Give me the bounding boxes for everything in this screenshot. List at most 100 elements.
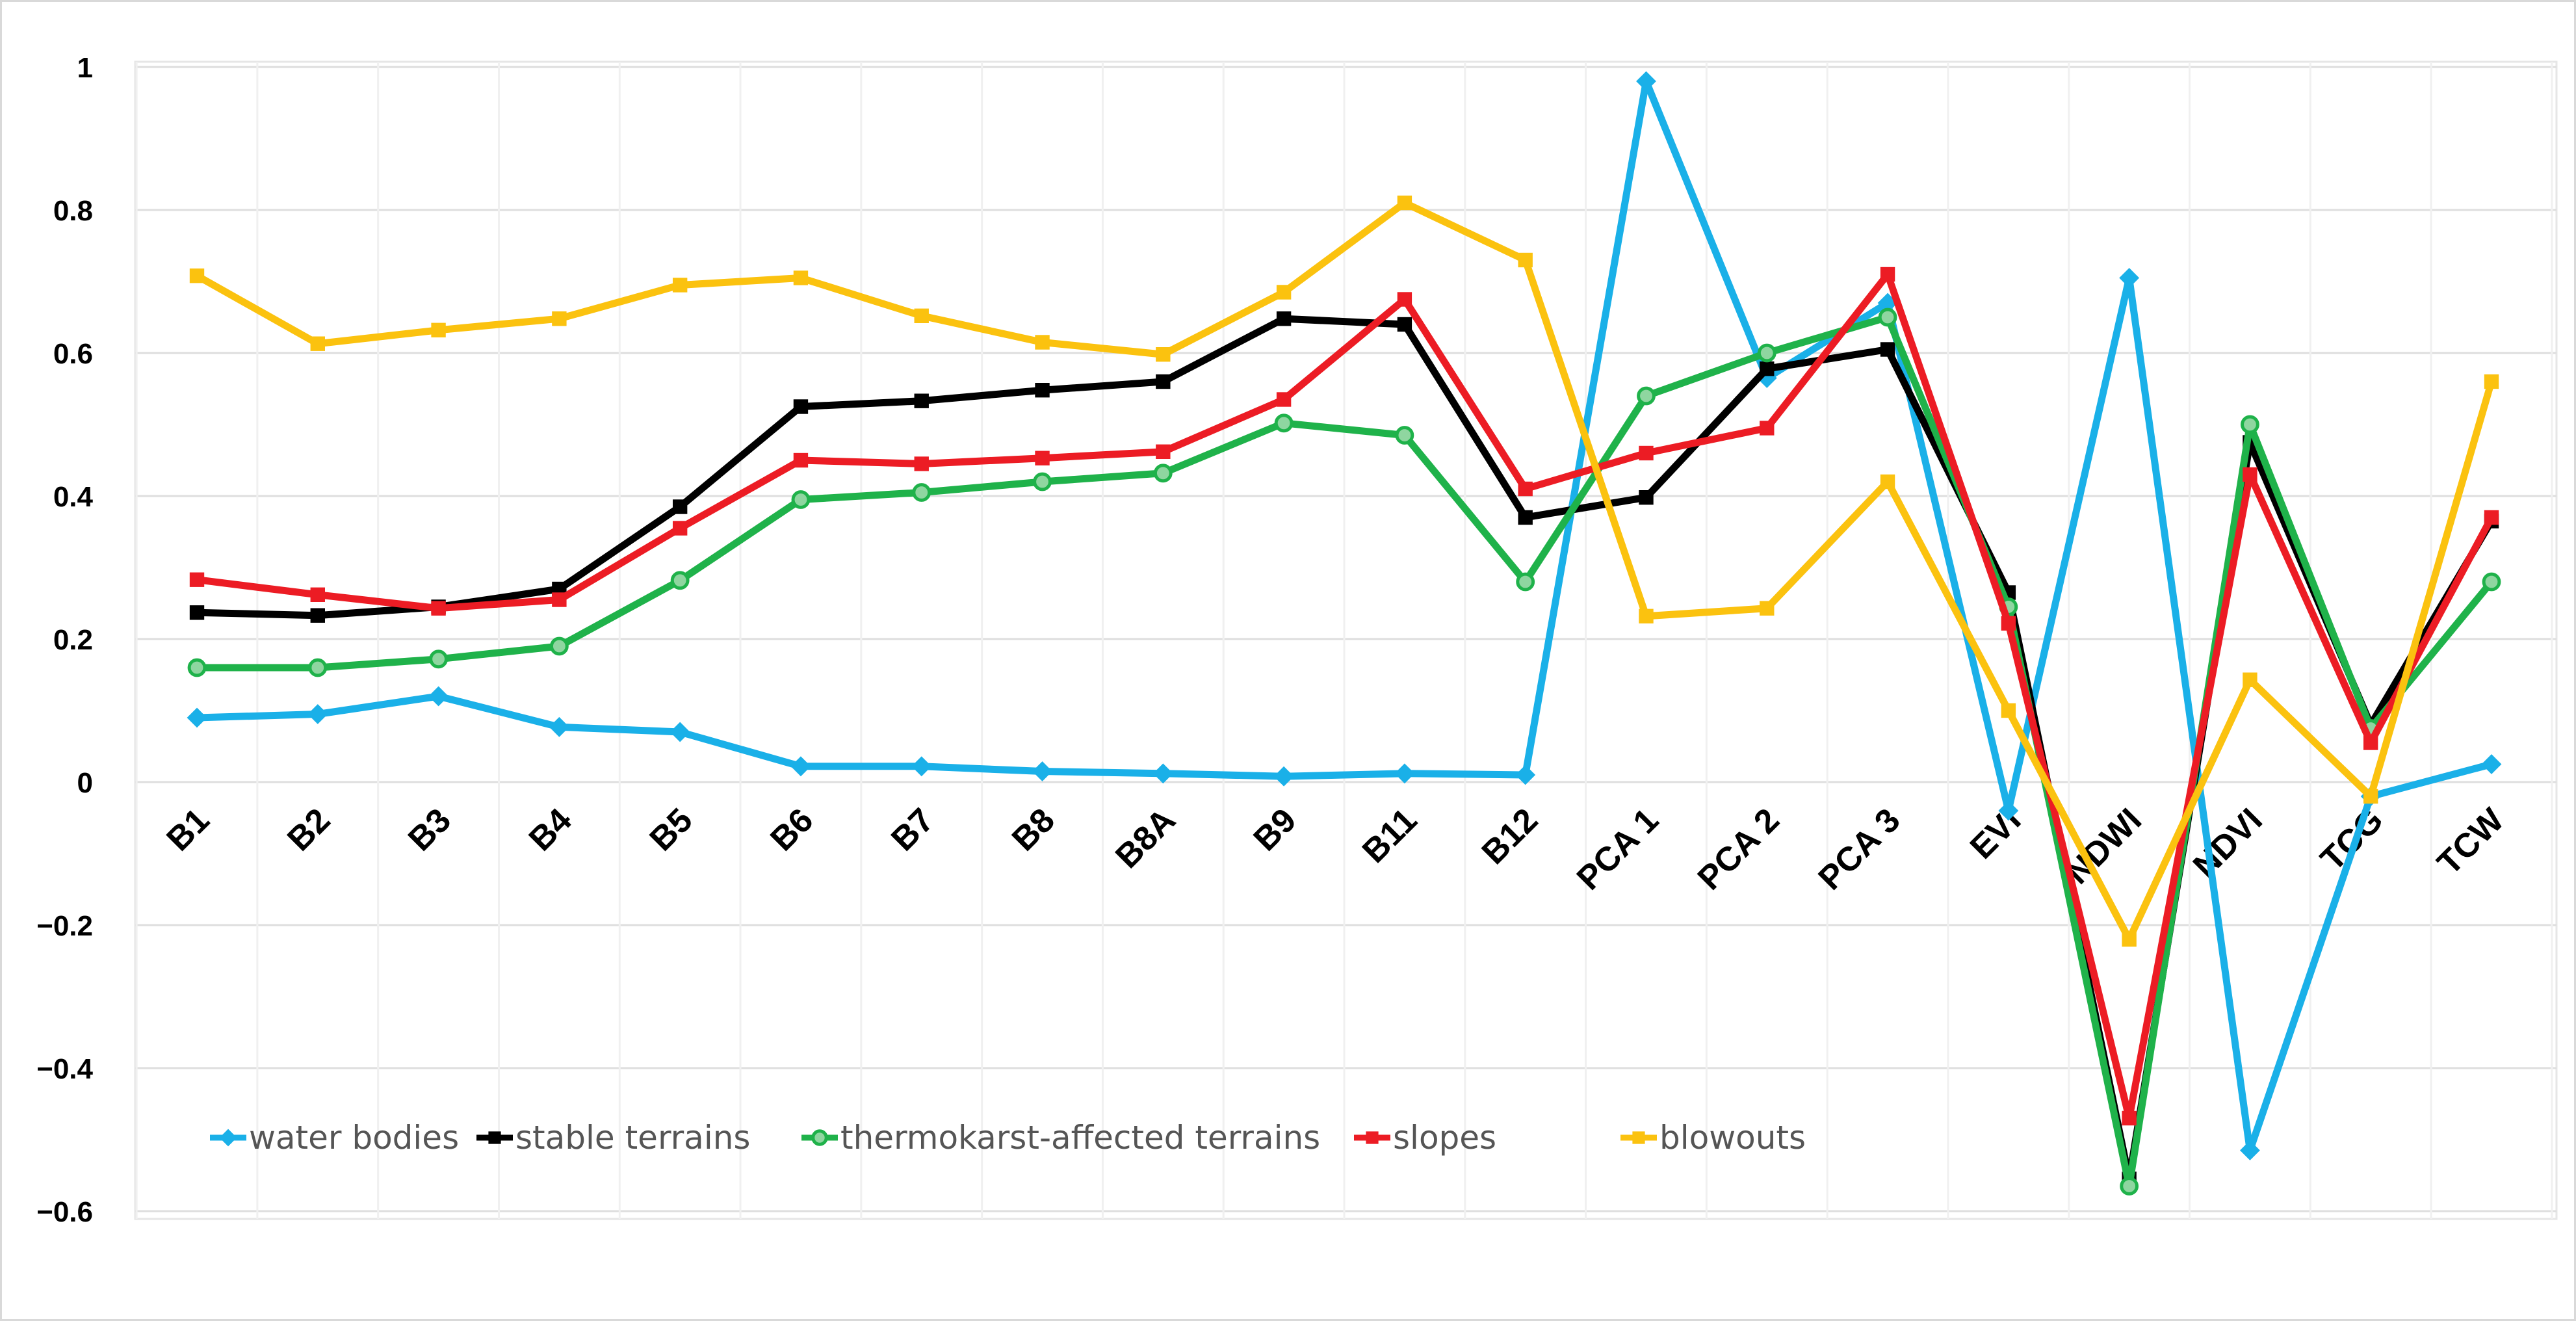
data-point (1366, 1131, 1379, 1144)
data-point (912, 483, 931, 502)
y-tick-label: 1 (77, 52, 93, 84)
data-point (308, 658, 328, 677)
data-point (2241, 415, 2259, 434)
data-point (431, 322, 446, 337)
x-tick-label: B7 (884, 801, 941, 858)
data-point (914, 393, 929, 408)
data-point (1276, 311, 1292, 326)
data-point (672, 499, 688, 514)
y-tick-label: −0.6 (36, 1196, 93, 1228)
legend: water bodies stable terrains thermokarst-a… (210, 1119, 1806, 1157)
data-point (310, 608, 325, 623)
x-tick-label: TCG (2313, 801, 2391, 878)
data-point (189, 572, 205, 587)
x-tick-label: EVI (1963, 801, 2028, 866)
data-point (1156, 374, 1171, 389)
data-point (187, 707, 207, 728)
y-axis-tick-labels: 1 0.8 0.6 0.4 0.2 0 −0.2 −0.4 −0.6 (36, 52, 93, 1228)
x-tick-label: B8A (1108, 801, 1183, 876)
data-point (1516, 572, 1535, 592)
data-point (914, 308, 929, 323)
data-point (672, 278, 688, 293)
data-point (2001, 703, 2016, 718)
data-point (219, 1129, 237, 1147)
series-blowouts (189, 195, 2499, 947)
data-point (1639, 490, 1654, 505)
data-point (793, 270, 809, 285)
data-point (1035, 383, 1050, 398)
data-point (1518, 252, 1533, 268)
data-point (1518, 510, 1533, 525)
x-tick-label: NDVI (2186, 801, 2270, 885)
data-point (2484, 374, 2499, 389)
x-tick-label: B4 (522, 801, 579, 858)
data-point (1757, 343, 1776, 363)
data-point (1152, 763, 1173, 784)
vertical-gridlines (135, 62, 2553, 1219)
data-point (549, 716, 569, 737)
data-point (1636, 71, 1656, 92)
y-tick-label: 0.4 (53, 481, 94, 513)
x-tick-label: PCA 2 (1691, 801, 1787, 897)
data-point (1639, 608, 1654, 623)
data-point (2484, 510, 2499, 525)
data-point (189, 605, 205, 620)
legend-label: blowouts (1659, 1119, 1806, 1157)
data-point (1880, 474, 1895, 490)
data-point (549, 636, 569, 656)
data-point (1156, 347, 1171, 362)
data-point (2122, 932, 2137, 947)
data-point (1518, 481, 1533, 497)
legend-label: water bodies (249, 1119, 459, 1157)
data-point (1760, 421, 1775, 436)
data-point (1156, 444, 1171, 459)
data-point (911, 756, 932, 777)
x-tick-label: TCW (2430, 801, 2512, 882)
data-point (2243, 467, 2257, 482)
data-point (670, 571, 690, 590)
x-tick-label: B6 (763, 801, 820, 858)
data-point (2482, 572, 2501, 592)
plot-area-frame (134, 60, 2558, 1220)
data-point (310, 336, 325, 351)
x-tick-label: PCA 3 (1812, 801, 1908, 897)
data-point (2481, 754, 2502, 774)
series-line (193, 199, 2495, 943)
data-point (307, 704, 328, 724)
data-point (2243, 672, 2257, 687)
data-point (1273, 766, 1294, 787)
x-tick-label: B12 (1475, 801, 1545, 871)
y-tick-label: −0.2 (36, 910, 93, 942)
data-point (1760, 601, 1775, 616)
data-point (2001, 616, 2016, 631)
series-line (193, 270, 2495, 1122)
data-point (1639, 445, 1654, 461)
data-point (811, 1129, 828, 1146)
y-tick-label: 0 (77, 767, 93, 799)
data-point (431, 601, 446, 616)
legend-item: slopes (1354, 1119, 1496, 1157)
data-point (552, 592, 567, 607)
data-point (310, 587, 325, 602)
data-point (793, 399, 809, 414)
data-point (187, 658, 207, 677)
series-line (193, 77, 2495, 1154)
data-point (2363, 789, 2378, 804)
data-point (1276, 285, 1292, 300)
x-tick-label: B9 (1247, 801, 1304, 858)
data-point (1274, 413, 1294, 433)
data-point (1760, 361, 1775, 376)
data-point (1397, 317, 1412, 332)
y-tick-label: 0.2 (53, 624, 93, 656)
x-tick-label: B2 (280, 801, 337, 858)
data-point (793, 452, 809, 468)
data-point (189, 268, 205, 283)
data-point (1394, 763, 1415, 784)
data-point (1153, 464, 1173, 483)
horizontal-gridlines (135, 66, 2556, 1212)
series-line (193, 313, 2495, 1190)
data-point (429, 649, 448, 669)
x-tick-label: B11 (1355, 801, 1424, 870)
data-point (1397, 292, 1412, 307)
